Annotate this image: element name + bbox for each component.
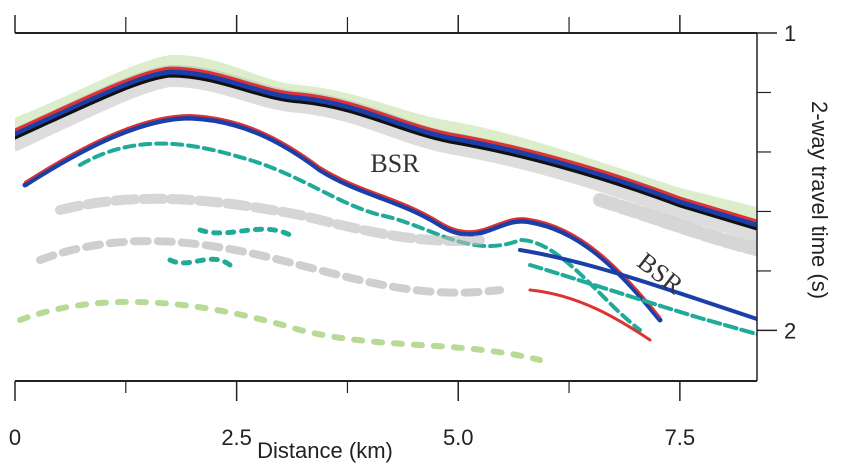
seismic-image [15, 54, 757, 363]
x-axis-title: Distance (km) [257, 438, 393, 463]
y-tick-label: 1 [784, 21, 796, 46]
x-tick-label: 5.0 [443, 425, 474, 450]
x-tick-label: 0 [9, 425, 21, 450]
y-axis-title: 2-way travel time (s) [807, 101, 832, 299]
x-tick-label: 7.5 [665, 425, 696, 450]
x-tick-label: 2.5 [221, 425, 252, 450]
y-tick-label: 2 [784, 318, 796, 343]
annotation: BSR [370, 149, 420, 178]
